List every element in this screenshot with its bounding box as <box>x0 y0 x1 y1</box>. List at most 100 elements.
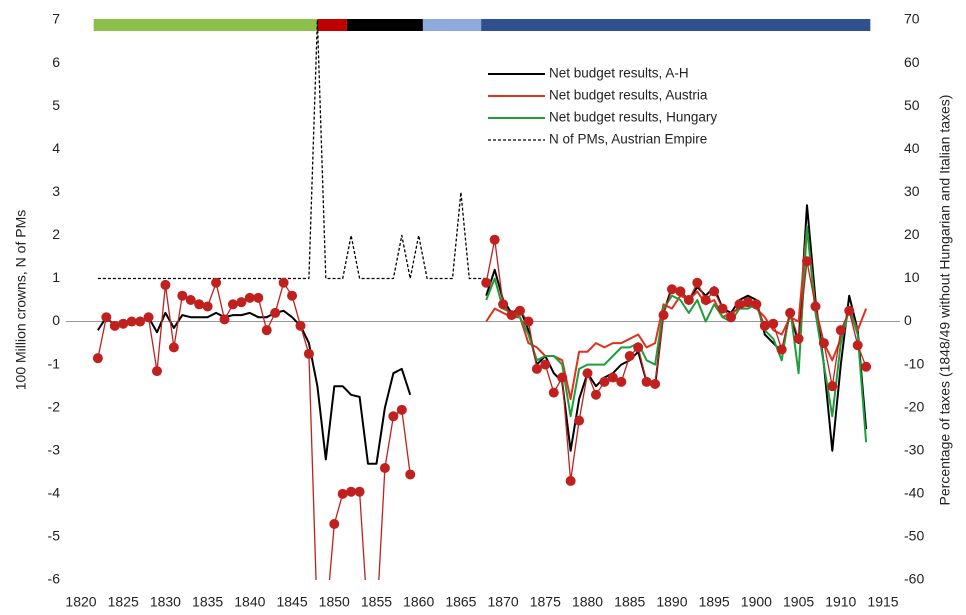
x-tick-label: 1885 <box>614 594 645 610</box>
data-point <box>793 333 804 344</box>
data-point <box>506 310 517 321</box>
y-tick-label: 4 <box>52 140 60 156</box>
data-point <box>582 368 593 379</box>
y2-tick-label: -10 <box>904 355 924 371</box>
data-point <box>489 234 500 245</box>
data-point <box>565 475 576 486</box>
data-point <box>278 277 289 288</box>
data-point <box>261 325 272 336</box>
data-point <box>92 353 103 364</box>
data-point <box>852 340 863 351</box>
data-point <box>202 301 213 312</box>
data-point <box>700 295 711 305</box>
data-point <box>126 316 137 327</box>
y-tick-label: -2 <box>48 398 61 414</box>
data-point <box>675 286 686 297</box>
period-bar <box>346 19 423 31</box>
x-tick-label: 1890 <box>656 594 687 610</box>
data-point <box>810 301 821 312</box>
y2-tick-label: -60 <box>904 571 924 587</box>
data-point <box>641 376 652 387</box>
data-point <box>548 387 559 398</box>
data-point <box>768 318 779 329</box>
data-point <box>227 299 238 310</box>
data-point <box>514 305 525 316</box>
period-bar <box>317 19 347 31</box>
x-tick-label: 1840 <box>234 594 265 610</box>
data-point <box>785 307 796 318</box>
x-tick-label: 1915 <box>867 594 898 610</box>
x-tick-label: 1880 <box>572 594 603 610</box>
y2-tick-label: 40 <box>904 140 920 156</box>
data-point <box>109 320 120 331</box>
data-point <box>396 404 407 415</box>
y-tick-label: -3 <box>48 441 61 457</box>
data-point <box>759 320 770 331</box>
data-point <box>101 312 112 323</box>
data-point <box>151 366 162 377</box>
y2-axis-title: Percentage of taxes (1848/49 without Hun… <box>937 95 953 506</box>
data-point <box>236 297 247 308</box>
y-axis-title: 100 Million crowns, N of PMs <box>13 210 29 391</box>
data-point <box>270 307 281 318</box>
data-point <box>844 305 855 316</box>
data-point <box>717 303 728 314</box>
y-tick-label: 5 <box>52 97 60 113</box>
x-tick-label: 1895 <box>699 594 730 610</box>
data-point <box>709 286 720 297</box>
data-point <box>692 277 703 288</box>
data-point <box>658 310 669 321</box>
legend-label: Net budget results, A-H <box>549 66 689 81</box>
x-tick-label: 1825 <box>108 594 139 610</box>
y2-tick-label: -30 <box>904 441 924 457</box>
data-point <box>405 469 416 480</box>
x-tick-label: 1835 <box>192 594 223 610</box>
data-point <box>253 292 264 303</box>
legend-label: N of PMs, Austrian Empire <box>549 132 707 147</box>
y2-tick-label: 50 <box>904 97 920 113</box>
x-tick-label: 1845 <box>276 594 307 610</box>
x-tick-label: 1900 <box>741 594 772 610</box>
x-tick-label: 1850 <box>319 594 350 610</box>
y2-tick-label: 30 <box>904 183 920 199</box>
data-point <box>379 463 390 473</box>
y2-tick-label: 70 <box>904 11 920 27</box>
legend-label: Net budget results, Austria <box>549 88 708 103</box>
data-point <box>827 381 838 392</box>
data-point <box>185 295 196 305</box>
x-tick-label: 1875 <box>530 594 561 610</box>
data-point <box>177 290 188 301</box>
y-tick-label: 3 <box>52 183 60 199</box>
y2-tick-label: 0 <box>904 312 912 328</box>
y-tick-label: 2 <box>52 226 60 242</box>
data-point <box>211 277 222 288</box>
data-point <box>633 342 644 353</box>
data-point <box>160 279 171 290</box>
data-point <box>388 411 399 422</box>
data-point <box>607 372 618 383</box>
data-point <box>346 486 357 497</box>
y2-tick-label: 10 <box>904 269 920 285</box>
data-point <box>624 351 635 361</box>
legend-label: Net budget results, Hungary <box>549 110 717 125</box>
data-point <box>143 312 154 323</box>
data-point <box>726 312 737 323</box>
y-tick-label: 1 <box>52 269 60 285</box>
y-tick-label: -5 <box>48 528 61 544</box>
plot-area <box>92 20 872 580</box>
data-point <box>523 316 534 327</box>
data-point <box>481 277 492 288</box>
data-point <box>337 488 348 499</box>
y-tick-label: 0 <box>52 312 60 328</box>
data-point <box>650 379 661 389</box>
data-point <box>295 320 306 331</box>
y-tick-label: -1 <box>48 355 61 371</box>
data-point <box>751 299 762 310</box>
data-point <box>118 318 129 329</box>
data-point <box>329 519 340 529</box>
y-tick-label: 7 <box>52 11 60 27</box>
x-tick-label: 1855 <box>361 594 392 610</box>
period-bar <box>481 19 871 31</box>
series-line <box>97 282 411 580</box>
data-point <box>498 299 509 310</box>
